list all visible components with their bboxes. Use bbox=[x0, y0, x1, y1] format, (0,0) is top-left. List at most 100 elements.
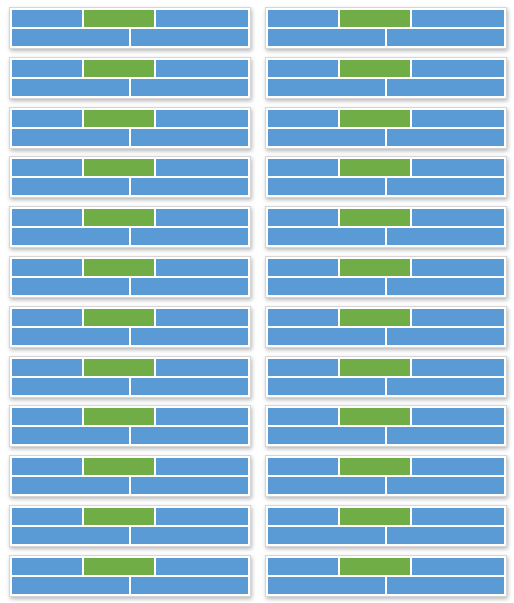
segment-top-middle bbox=[339, 457, 411, 476]
block-card-r7-left bbox=[9, 306, 251, 348]
block-card-r2-left bbox=[9, 57, 251, 99]
block-card-r6-right bbox=[265, 256, 507, 298]
block-card-body bbox=[11, 407, 249, 445]
block-card-r4-right bbox=[265, 156, 507, 198]
segment-top-left bbox=[11, 407, 83, 426]
segment-bottom-right bbox=[130, 227, 249, 246]
block-card-r10-left bbox=[9, 455, 251, 497]
segment-top-left bbox=[11, 9, 83, 28]
segment-bottom-right bbox=[386, 476, 505, 495]
segment-top-left bbox=[267, 407, 339, 426]
block-card-body bbox=[267, 308, 505, 346]
segment-top-middle bbox=[83, 557, 155, 576]
segment-bottom-right bbox=[386, 78, 505, 97]
segment-bottom-left bbox=[11, 377, 130, 396]
segment-top-middle bbox=[339, 109, 411, 128]
segment-bottom-left bbox=[11, 177, 130, 196]
segment-top-right bbox=[411, 258, 505, 277]
segment-bottom-left bbox=[267, 476, 386, 495]
segment-bottom-left bbox=[267, 28, 386, 47]
segment-top-right bbox=[411, 358, 505, 377]
segment-top-left bbox=[11, 507, 83, 526]
segment-top-right bbox=[155, 407, 249, 426]
segment-top-middle bbox=[83, 358, 155, 377]
segment-top-right bbox=[155, 308, 249, 327]
segment-top-middle bbox=[339, 9, 411, 28]
block-card-body bbox=[11, 109, 249, 147]
segment-bottom-left bbox=[267, 576, 386, 595]
segment-bottom-left bbox=[11, 128, 130, 147]
segment-top-middle bbox=[339, 208, 411, 227]
block-card-r8-right bbox=[265, 356, 507, 398]
block-card-r10-right bbox=[265, 455, 507, 497]
segment-top-left bbox=[267, 59, 339, 78]
segment-top-right bbox=[411, 208, 505, 227]
segment-top-middle bbox=[83, 208, 155, 227]
segment-top-left bbox=[11, 158, 83, 177]
segment-top-left bbox=[267, 557, 339, 576]
block-card-r9-left bbox=[9, 405, 251, 447]
segment-bottom-right bbox=[386, 426, 505, 445]
segment-bottom-right bbox=[130, 277, 249, 296]
segment-top-right bbox=[411, 308, 505, 327]
block-card-r1-right bbox=[265, 7, 507, 49]
block-card-body bbox=[267, 158, 505, 196]
block-card-body bbox=[267, 208, 505, 246]
segment-top-right bbox=[411, 9, 505, 28]
segment-bottom-left bbox=[267, 128, 386, 147]
segment-top-middle bbox=[339, 358, 411, 377]
segment-top-left bbox=[11, 208, 83, 227]
segment-bottom-left bbox=[267, 277, 386, 296]
segment-bottom-right bbox=[386, 177, 505, 196]
segment-bottom-left bbox=[11, 476, 130, 495]
segment-top-left bbox=[267, 308, 339, 327]
segment-top-right bbox=[155, 358, 249, 377]
segment-top-right bbox=[155, 158, 249, 177]
segment-top-right bbox=[411, 507, 505, 526]
segment-top-right bbox=[411, 407, 505, 426]
block-card-r11-left bbox=[9, 505, 251, 547]
segment-top-middle bbox=[339, 59, 411, 78]
segment-top-right bbox=[155, 59, 249, 78]
segment-top-left bbox=[267, 457, 339, 476]
segment-bottom-right bbox=[130, 28, 249, 47]
segment-top-middle bbox=[339, 308, 411, 327]
segment-bottom-right bbox=[130, 426, 249, 445]
segment-top-left bbox=[267, 158, 339, 177]
block-card-r11-right bbox=[265, 505, 507, 547]
segment-top-right bbox=[155, 258, 249, 277]
block-card-body bbox=[11, 208, 249, 246]
block-card-body bbox=[267, 9, 505, 47]
segment-top-left bbox=[11, 557, 83, 576]
segment-bottom-left bbox=[267, 227, 386, 246]
segment-top-left bbox=[11, 457, 83, 476]
segment-top-middle bbox=[339, 258, 411, 277]
block-card-body bbox=[267, 258, 505, 296]
block-card-body bbox=[267, 109, 505, 147]
block-card-body bbox=[11, 457, 249, 495]
segment-top-middle bbox=[339, 507, 411, 526]
block-card-body bbox=[11, 9, 249, 47]
block-card-body bbox=[11, 557, 249, 595]
block-card-r4-left bbox=[9, 156, 251, 198]
block-card-r3-left bbox=[9, 107, 251, 149]
block-card-r5-right bbox=[265, 206, 507, 248]
segment-bottom-right bbox=[130, 576, 249, 595]
segment-bottom-right bbox=[130, 177, 249, 196]
segment-top-left bbox=[11, 109, 83, 128]
segment-bottom-left bbox=[11, 576, 130, 595]
block-card-body bbox=[267, 557, 505, 595]
segment-bottom-left bbox=[11, 28, 130, 47]
segment-bottom-right bbox=[386, 277, 505, 296]
segment-top-middle bbox=[339, 407, 411, 426]
segment-bottom-right bbox=[130, 128, 249, 147]
segment-bottom-right bbox=[130, 476, 249, 495]
block-card-r8-left bbox=[9, 356, 251, 398]
segment-top-left bbox=[11, 258, 83, 277]
block-card-r3-right bbox=[265, 107, 507, 149]
segment-top-middle bbox=[83, 308, 155, 327]
block-card-r7-right bbox=[265, 306, 507, 348]
segment-top-right bbox=[155, 507, 249, 526]
segment-bottom-left bbox=[11, 327, 130, 346]
